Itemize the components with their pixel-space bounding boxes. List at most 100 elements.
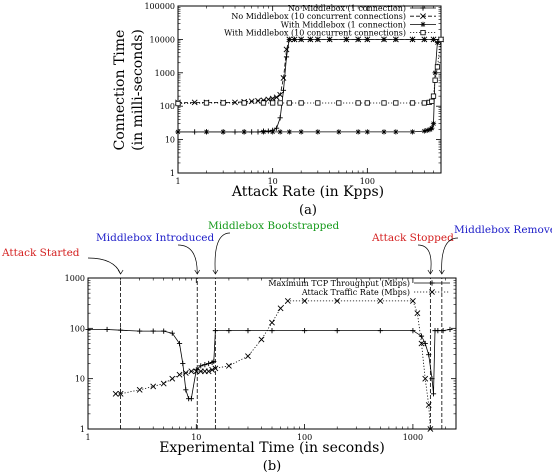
data-point	[277, 115, 283, 121]
data-point	[209, 366, 216, 373]
data-point	[410, 328, 416, 334]
panel-a-x-axis-label: Attack Rate (in Kpps)	[231, 184, 384, 200]
annotation-label: Attack Started	[1, 247, 80, 259]
annotation-label: Middlebox Bootstrapped	[208, 220, 340, 232]
data-point	[175, 129, 181, 135]
x-tick-label: 10	[191, 433, 201, 442]
legend-label: With Middlebox (1 connection)	[281, 20, 406, 29]
data-point	[298, 36, 305, 43]
data-point	[160, 380, 167, 387]
data-point	[212, 328, 218, 334]
data-point	[241, 129, 247, 135]
data-point	[283, 54, 290, 60]
data-point	[427, 426, 434, 432]
data-point	[286, 36, 293, 43]
series-line	[115, 300, 431, 430]
series-2	[175, 36, 444, 135]
y-tick-label: 1	[80, 425, 85, 434]
panel-b-label: (b)	[263, 459, 281, 474]
data-point	[269, 319, 275, 326]
series-line	[178, 39, 441, 103]
data-point	[421, 100, 427, 106]
panel-a-plot-frame	[177, 5, 442, 174]
x-tick-label: 10	[268, 177, 278, 186]
legend-label: With Middlebox (10 concurrent connection…	[224, 29, 406, 38]
data-point	[409, 100, 416, 106]
data-point	[336, 129, 342, 135]
data-point	[392, 36, 399, 43]
panel-b-x-axis-label: Experimental Time (in seconds)	[159, 440, 385, 456]
data-point	[286, 100, 292, 106]
data-point	[432, 70, 438, 76]
data-point	[180, 360, 186, 367]
data-point	[377, 328, 383, 334]
y-tick-label: 100	[70, 324, 85, 333]
y-tick-label: 100000	[144, 2, 175, 11]
data-point	[377, 298, 384, 304]
data-point	[277, 100, 283, 106]
data-point	[161, 328, 167, 334]
annotation-arrow	[214, 232, 231, 275]
data-point	[273, 94, 280, 101]
annotation-arrow	[417, 244, 432, 275]
annotation-arrowhead	[212, 269, 219, 275]
annotation-arrow	[177, 244, 198, 275]
data-point	[430, 36, 437, 43]
data-point	[137, 328, 143, 334]
data-point	[241, 100, 247, 106]
data-point	[277, 91, 284, 98]
data-point	[409, 36, 416, 43]
data-point	[112, 390, 119, 397]
data-point	[424, 127, 430, 133]
data-point	[255, 97, 261, 104]
data-point	[182, 370, 189, 376]
series-3	[175, 36, 444, 107]
y-tick-label: 1000	[155, 69, 175, 78]
data-point	[117, 390, 124, 397]
data-point	[198, 363, 204, 369]
data-point	[315, 129, 321, 135]
data-point	[429, 376, 435, 382]
data-point	[211, 358, 217, 365]
data-point	[277, 129, 283, 135]
data-point	[220, 129, 226, 135]
data-point	[381, 36, 387, 43]
data-point	[393, 129, 399, 135]
data-point	[169, 375, 176, 382]
data-point	[280, 75, 287, 81]
data-point	[440, 328, 446, 334]
data-point	[432, 77, 438, 83]
data-point	[434, 64, 441, 70]
panel-a-x-axis: 1 10 100	[175, 6, 442, 186]
data-point	[283, 46, 290, 53]
data-point	[447, 326, 453, 333]
y-tick-label: 10	[75, 375, 85, 384]
data-point	[176, 371, 183, 378]
legend-label: Maximum TCP Throughput (Mbps)	[268, 279, 410, 288]
x-tick-label: 100	[297, 433, 312, 442]
annotation-label: Attack Stopped	[371, 232, 454, 244]
data-point	[169, 330, 175, 336]
y-tick-label: 10	[165, 136, 175, 145]
data-point	[183, 387, 189, 393]
data-point	[225, 362, 232, 369]
data-point	[430, 121, 437, 127]
panel-a-y-axis-label-line2: (in milli-seconds)	[130, 29, 146, 151]
annotation-arrow	[441, 237, 459, 275]
data-point	[284, 298, 291, 304]
series-line	[178, 39, 442, 133]
data-point	[203, 129, 210, 135]
panel-a-y-axis-label: Connection Time	[112, 30, 128, 151]
data-point	[393, 100, 399, 106]
data-point	[270, 129, 276, 135]
data-point	[85, 326, 91, 333]
data-point	[364, 129, 370, 135]
data-point	[245, 353, 251, 360]
panel-a-label: (a)	[299, 203, 317, 218]
data-point	[355, 129, 361, 135]
y-tick-label: 10000	[150, 35, 175, 44]
data-point	[422, 340, 428, 347]
data-point	[429, 98, 435, 104]
panel-b-legend: Maximum TCP Throughput (Mbps)Attack Traf…	[268, 279, 450, 297]
data-point	[421, 36, 428, 43]
